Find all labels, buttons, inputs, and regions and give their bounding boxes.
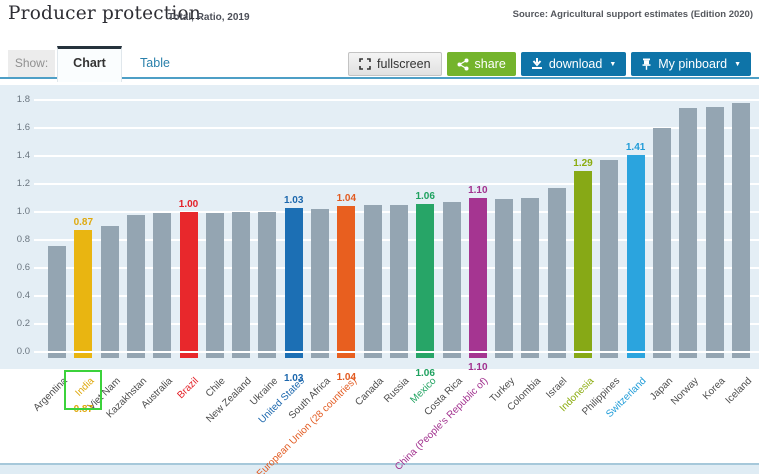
bar-south-africa[interactable] — [311, 209, 329, 358]
bar-norway[interactable] — [679, 108, 698, 358]
bar-ukraine[interactable] — [258, 212, 277, 358]
toolbar: fullscreen share download ▼ — [348, 52, 751, 76]
bar-korea[interactable] — [705, 107, 724, 358]
bar-chart-plot-area: 0.0 0.2 0.4 0.6 0.8 1.0 1.2 1.4 1.6 1.8 0.87 1.00 1.… — [0, 85, 759, 369]
y-axis-tick-label: 1.0 — [16, 206, 30, 217]
bar-indonesia[interactable] — [574, 171, 592, 358]
fullscreen-icon — [359, 58, 371, 70]
pinboard-caret-icon: ▼ — [734, 60, 741, 68]
x-axis-label-text: Brazil — [175, 375, 202, 402]
value-label-india: 0.87 — [73, 217, 94, 229]
y-axis-tick-label: 1.6 — [16, 122, 30, 133]
bar-switzerland[interactable] — [626, 154, 645, 358]
bar-kazakhstan[interactable] — [126, 214, 145, 358]
share-button[interactable]: share — [446, 52, 516, 76]
zero-gridline — [34, 351, 759, 353]
bar-european-union-28-countries[interactable] — [337, 206, 356, 358]
axis-value-label-european-union-28-countries: 1.04 — [336, 372, 357, 383]
axis-value-label-united-states: 1.03 — [283, 373, 304, 384]
bar-turkey[interactable] — [495, 199, 514, 358]
value-label-united-states: 1.03 — [283, 194, 304, 206]
bar-canada[interactable] — [363, 205, 382, 358]
download-caret-icon: ▼ — [609, 60, 617, 68]
bar-mexico[interactable] — [416, 203, 435, 358]
axis-value-label-china-people-s-republic-of: 1.10 — [468, 362, 488, 373]
bar-costa-rica[interactable] — [442, 202, 461, 358]
y-axis-tick-label: 0.0 — [16, 346, 30, 357]
bar-colombia[interactable] — [521, 198, 540, 358]
download-icon — [531, 58, 543, 70]
x-axis-label-text: Iceland — [723, 375, 754, 407]
fullscreen-button[interactable]: fullscreen — [348, 52, 442, 76]
bar-china-people-s-republic-of[interactable] — [468, 198, 487, 358]
y-axis-tick-label: 1.8 — [16, 94, 30, 105]
bar-new-zealand[interactable] — [232, 212, 251, 358]
page-title: Producer protection — [8, 3, 201, 24]
share-label: share — [474, 57, 506, 71]
download-button[interactable]: download ▼ — [520, 52, 627, 76]
pin-icon — [641, 58, 652, 70]
bar-russia[interactable] — [389, 205, 408, 358]
bar-argentina[interactable] — [48, 245, 66, 358]
gridline — [34, 155, 759, 157]
source-text: Source: Agricultural support estimates (… — [512, 9, 753, 20]
bar-brazil[interactable] — [179, 212, 198, 358]
x-axis-label-text: Norway — [669, 375, 702, 408]
page-subtitle: Total, Ratio, 2019 — [168, 12, 250, 23]
value-label-indonesia: 1.29 — [573, 158, 593, 170]
bar-chile[interactable] — [205, 213, 224, 358]
y-axis-tick-label: 0.6 — [16, 262, 30, 273]
x-axis-label-text: Russia — [382, 375, 412, 406]
download-label: download — [548, 57, 603, 71]
gridline — [34, 127, 759, 129]
bar-india[interactable] — [74, 230, 93, 358]
selection-box-india — [64, 370, 102, 410]
y-axis-tick-label: 0.8 — [16, 234, 30, 245]
gridline — [34, 99, 759, 101]
bar-israel[interactable] — [547, 188, 566, 358]
axis-value-label-mexico: 1.06 — [415, 368, 435, 379]
value-label-european-union-28-countries: 1.04 — [336, 193, 357, 205]
value-label-brazil: 1.00 — [178, 199, 199, 210]
y-axis-tick-label: 0.2 — [16, 318, 30, 329]
tab-table[interactable]: Table — [140, 56, 170, 70]
value-label-switzerland: 1.41 — [625, 141, 646, 153]
bar-united-states[interactable] — [284, 207, 303, 358]
bar-iceland[interactable] — [731, 102, 750, 358]
show-label: Show: — [8, 50, 55, 77]
gridline — [34, 183, 759, 185]
value-label-mexico: 1.06 — [415, 190, 435, 202]
bar-japan[interactable] — [652, 128, 671, 358]
my-pinboard-button[interactable]: My pinboard ▼ — [631, 52, 751, 76]
bar-philippines[interactable] — [600, 160, 619, 358]
share-icon — [457, 58, 469, 71]
tab-underline — [0, 77, 759, 79]
y-axis-tick-label: 1.2 — [16, 178, 30, 189]
tab-chart[interactable]: Chart — [57, 46, 122, 82]
value-label-china-people-s-republic-of: 1.10 — [468, 185, 488, 196]
pinboard-label: My pinboard — [658, 57, 728, 71]
footer-strip — [0, 463, 759, 474]
y-axis-tick-label: 1.4 — [16, 150, 30, 161]
fullscreen-label: fullscreen — [377, 57, 431, 71]
y-axis-tick-label: 0.4 — [16, 290, 30, 301]
bar-australia[interactable] — [153, 213, 172, 358]
bar-viet-nam[interactable] — [100, 226, 119, 358]
